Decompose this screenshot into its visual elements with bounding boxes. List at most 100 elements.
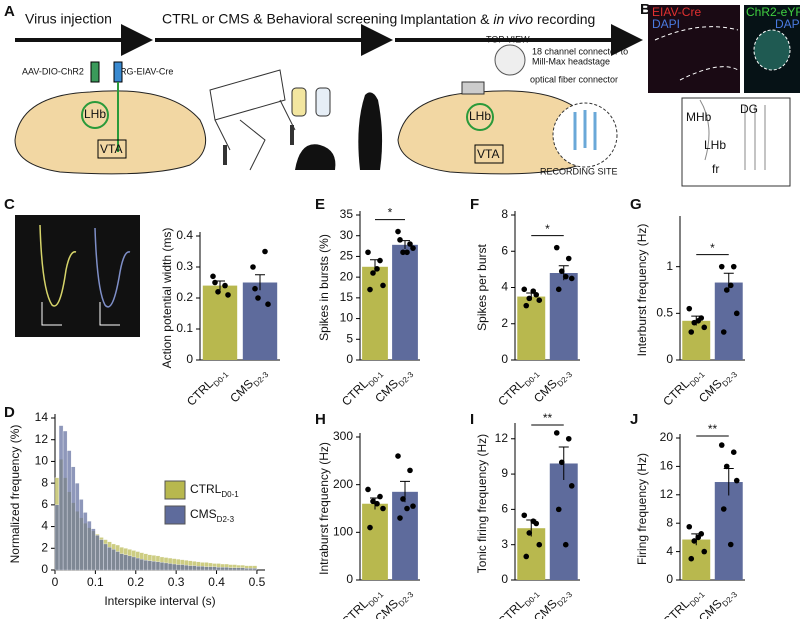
y-tick-label: 8 [501, 207, 508, 221]
histogram-bar [196, 566, 201, 571]
histogram-bar [159, 562, 165, 571]
histogram-bar [135, 557, 140, 571]
histogram-bar [139, 558, 144, 571]
image-label: DAPI [652, 17, 680, 31]
data-point [255, 295, 261, 301]
data-point [367, 286, 373, 293]
histogram-bar [248, 568, 254, 571]
implant [461, 81, 485, 95]
legend-swatch [164, 505, 186, 525]
y-tick-label: 20 [660, 430, 674, 444]
significance: * [545, 222, 550, 236]
x-tick-label: 0.1 [87, 575, 104, 589]
data-point [733, 477, 740, 484]
data-point [215, 289, 221, 295]
y-tick-label: 15 [340, 290, 354, 304]
region-box [97, 139, 127, 159]
y-tick-label: 6 [501, 502, 508, 516]
data-point [526, 295, 533, 302]
bar [392, 244, 418, 360]
significance: * [710, 241, 715, 255]
histogram-bar [99, 539, 104, 571]
text: CTRL [190, 482, 222, 496]
x-tick-label: 0.2 [127, 575, 144, 589]
label: RECORDING SITE [540, 166, 618, 176]
panel-letter: F [470, 196, 479, 213]
histogram-bar [111, 549, 116, 571]
panel-letter: C [4, 196, 15, 213]
y-axis-label: Intraburst frequency (Hz) [317, 442, 331, 575]
y-tick-label: 0.2 [176, 290, 193, 304]
label: 18 channel connector to [532, 46, 628, 56]
syringe [90, 61, 100, 83]
data-point [730, 263, 737, 270]
y-tick-label: 0.3 [176, 259, 193, 273]
data-point [397, 515, 403, 521]
x-tick-label: CMSD2-3 [696, 364, 739, 407]
data-point [365, 486, 371, 493]
y-tick-label: 30 [340, 228, 354, 242]
histogram-bar [83, 512, 88, 571]
data-point [212, 279, 218, 286]
data-point [523, 553, 530, 560]
subscript: D2-3 [396, 589, 415, 608]
histogram-bar [244, 568, 249, 571]
panel-letter: H [315, 411, 326, 428]
subscript: D2-3 [555, 369, 574, 388]
y-tick-label: 16 [660, 459, 674, 473]
brain [14, 90, 207, 175]
bar [517, 296, 546, 360]
y-tick-label: 0.5 [656, 306, 673, 320]
data-point [225, 292, 231, 298]
data-point [730, 449, 737, 456]
data-point [380, 282, 386, 289]
data-point [400, 249, 406, 256]
histogram-bar [127, 555, 132, 571]
x-tick-label: CTRLD0-1 [660, 364, 706, 410]
data-point [265, 301, 271, 308]
histogram-bar [115, 551, 120, 571]
data-point [718, 442, 725, 448]
histogram-bar [62, 430, 68, 571]
histogram-bar [58, 425, 64, 571]
bar [202, 285, 238, 360]
y-tick-label: 4 [666, 544, 673, 558]
legend-label: CMSD2-3 [190, 507, 235, 523]
data-point [701, 548, 708, 555]
image-label: EIAV-Cre [652, 5, 701, 19]
data-point [688, 555, 695, 562]
data-point [530, 288, 537, 294]
y-tick-label: 9 [501, 466, 508, 480]
y-tick-label: 14 [35, 410, 49, 424]
y-tick-label: 10 [340, 311, 354, 325]
x-tick-label: CMSD2-3 [227, 364, 270, 407]
data-point [562, 273, 569, 280]
bar [714, 282, 743, 360]
brain-label: VTA [477, 147, 499, 161]
histogram-bar [147, 560, 153, 571]
data-point [695, 318, 702, 324]
outline [654, 26, 739, 81]
y-tick-label: 3 [501, 537, 508, 551]
bar [362, 503, 388, 580]
y-tick-label: 6 [501, 243, 508, 257]
data-point [727, 541, 734, 548]
panel-b: B EIAV-Cre DAPI ChR2-eYFP DAPI MHb DG LH… [640, 1, 800, 187]
y-tick-label: 2 [41, 540, 48, 554]
data-point [733, 310, 740, 317]
histogram-bar [192, 565, 197, 571]
y-axis-label: Tonic firing frequency (Hz) [475, 434, 489, 573]
data-point [252, 285, 258, 292]
top-view [494, 44, 526, 76]
atlas-label: fr [712, 162, 719, 176]
histogram-bar [54, 504, 60, 571]
y-tick-label: 0 [501, 572, 508, 586]
bar [549, 273, 578, 360]
y-tick-label: 20 [340, 269, 354, 283]
histogram-bar [236, 567, 241, 571]
y-tick-label: 6 [41, 497, 48, 511]
waveform [39, 224, 77, 307]
histogram-bar [119, 553, 124, 571]
data-point [367, 524, 373, 531]
